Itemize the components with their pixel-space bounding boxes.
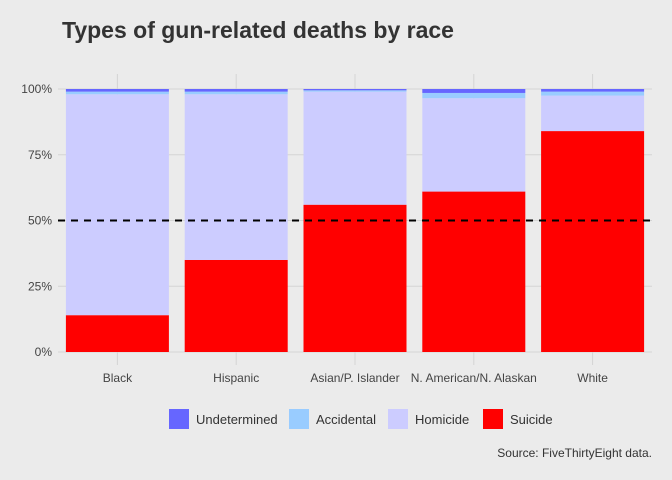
bar-segment-undetermined <box>65 89 169 92</box>
legend-label-accidental: Accidental <box>316 412 376 427</box>
x-tick-label: N. American/N. Alaskan <box>411 371 537 385</box>
bar-segment-undetermined <box>541 89 645 92</box>
chart-caption: Source: FiveThirtyEight data. <box>497 446 652 460</box>
bar-segment-suicide <box>65 315 169 352</box>
bar-segment-undetermined <box>303 89 407 91</box>
x-tick-label: Hispanic <box>213 371 259 385</box>
chart-title: Types of gun-related deaths by race <box>62 17 454 43</box>
legend-swatch-accidental <box>289 409 309 429</box>
bar-segment-suicide <box>541 131 645 352</box>
legend-swatch-homicide <box>388 409 408 429</box>
bar-segment-undetermined <box>422 89 526 93</box>
x-tick-label: White <box>577 371 608 385</box>
legend-label-suicide: Suicide <box>510 412 553 427</box>
bar-segment-homicide <box>184 94 288 260</box>
y-tick-label: 0% <box>35 345 53 359</box>
y-tick-label: 100% <box>21 82 52 96</box>
bar-segment-accidental <box>541 91 645 96</box>
legend-label-homicide: Homicide <box>415 412 469 427</box>
legend-swatch-suicide <box>483 409 503 429</box>
legend: Undetermined Accidental Homicide Suicide <box>169 409 553 429</box>
y-tick-label: 25% <box>28 279 52 293</box>
bar-segment-suicide <box>422 191 526 352</box>
legend-swatch-undetermined <box>169 409 189 429</box>
bar-segment-homicide <box>422 98 526 192</box>
bar-segment-homicide <box>541 95 645 132</box>
y-tick-label: 75% <box>28 148 52 162</box>
bar-segment-homicide <box>303 91 407 205</box>
bar-segment-undetermined <box>184 89 288 92</box>
x-tick-label: Asian/P. Islander <box>310 371 399 385</box>
x-tick-label: Black <box>103 371 133 385</box>
bar-segment-suicide <box>184 259 288 352</box>
plot-area: 0% 25% 50% 75% 100% Black Hispanic Asian/P. Isl… <box>21 74 652 385</box>
bar-segment-suicide <box>303 204 407 352</box>
bar-segment-accidental <box>422 92 526 99</box>
bar-segment-accidental <box>65 91 169 95</box>
bar-segment-homicide <box>65 94 169 316</box>
y-tick-label: 50% <box>28 214 52 228</box>
bar-segment-accidental <box>303 90 407 92</box>
legend-label-undetermined: Undetermined <box>196 412 278 427</box>
bar-segment-accidental <box>184 91 288 95</box>
